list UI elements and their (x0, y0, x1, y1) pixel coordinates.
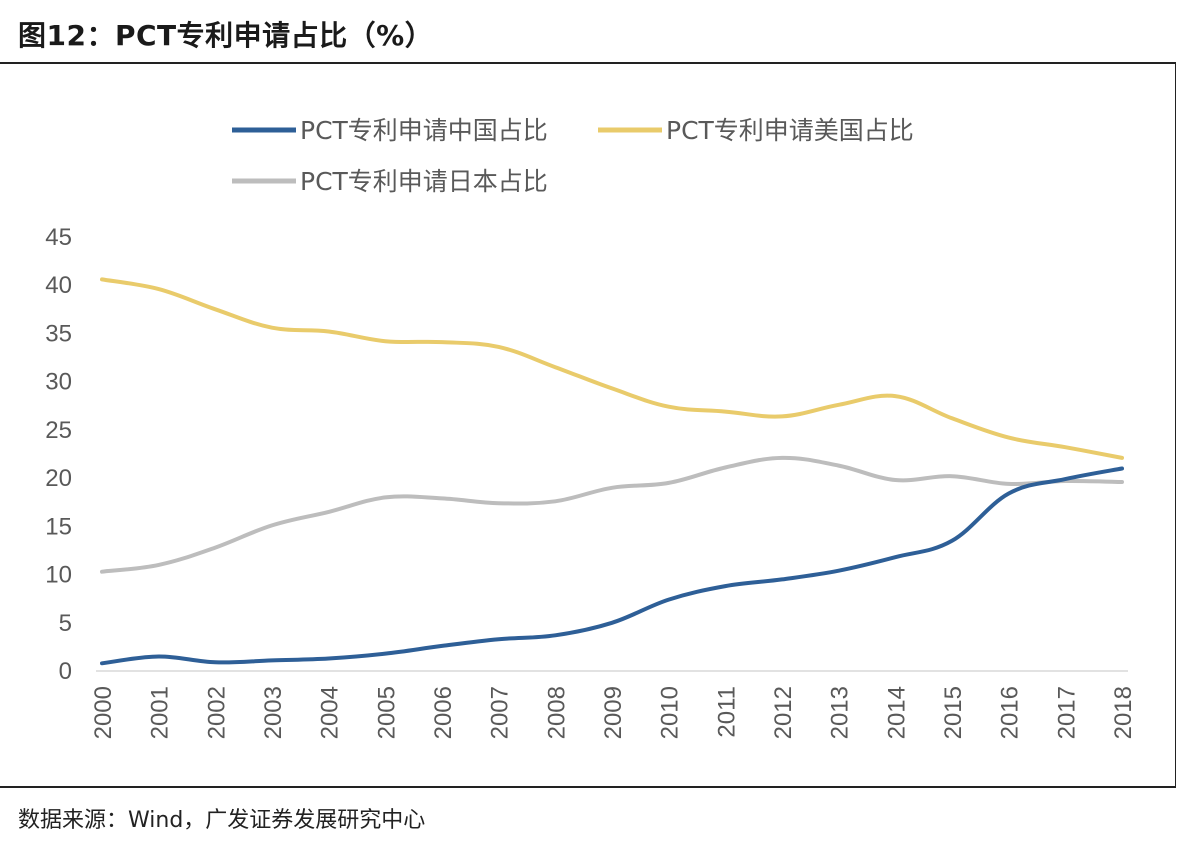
series-lines (100, 277, 1124, 666)
y-tick-label: 0 (59, 658, 72, 685)
chart-title: 图12：PCT专利申请占比（%） (18, 19, 434, 52)
bottom-rule (0, 786, 1176, 788)
x-tick-label: 2016 (997, 686, 1024, 739)
series-line-0 (100, 466, 1124, 666)
y-tick-label: 15 (45, 513, 72, 540)
x-tick-label: 2008 (543, 686, 570, 739)
x-tick-label: 2002 (203, 686, 230, 739)
x-tick-label: 2007 (487, 686, 514, 739)
x-tick-label: 2014 (883, 686, 910, 739)
legend-label: PCT专利申请美国占比 (666, 116, 914, 145)
x-tick-label: 2011 (713, 686, 740, 738)
x-tick-label: 2013 (827, 686, 854, 739)
y-tick-label: 35 (45, 320, 72, 347)
x-tick-label: 2001 (147, 686, 174, 739)
top-rule (0, 62, 1176, 64)
series-line-1 (100, 277, 1124, 460)
x-tick-label: 2006 (430, 686, 457, 739)
x-tick-label: 2018 (1110, 686, 1137, 739)
legend: PCT专利申请中国占比 PCT专利申请美国占比 PCT专利申请日本占比 (232, 116, 914, 196)
x-tick-label: 2005 (373, 686, 400, 739)
legend-label: PCT专利申请中国占比 (300, 116, 548, 145)
series-line-2 (100, 455, 1124, 574)
y-tick-label: 20 (45, 465, 72, 492)
y-axis: 0 5 10 15 20 25 30 35 40 45 (45, 224, 72, 685)
y-tick-label: 45 (45, 224, 72, 251)
y-tick-label: 25 (45, 417, 72, 444)
x-tick-label: 2009 (600, 686, 627, 739)
y-tick-label: 40 (45, 272, 72, 299)
y-tick-label: 10 (45, 562, 72, 589)
legend-label: PCT专利申请日本占比 (300, 167, 548, 196)
x-tick-label: 2015 (940, 686, 967, 739)
x-tick-label: 2017 (1053, 686, 1080, 739)
x-tick-label: 2000 (90, 686, 117, 739)
y-tick-label: 30 (45, 369, 72, 396)
x-tick-label: 2003 (260, 686, 287, 739)
x-tick-label: 2012 (770, 686, 797, 739)
source-note: 数据来源：Wind，广发证券发展研究中心 (18, 808, 426, 833)
y-tick-label: 5 (59, 610, 72, 637)
x-axis: 2000 2001 2002 2003 2004 2005 2006 2007 2008 2009… (90, 686, 1137, 739)
x-tick-label: 2010 (657, 686, 684, 739)
x-tick-label: 2004 (317, 686, 344, 739)
right-rule (1175, 62, 1176, 786)
